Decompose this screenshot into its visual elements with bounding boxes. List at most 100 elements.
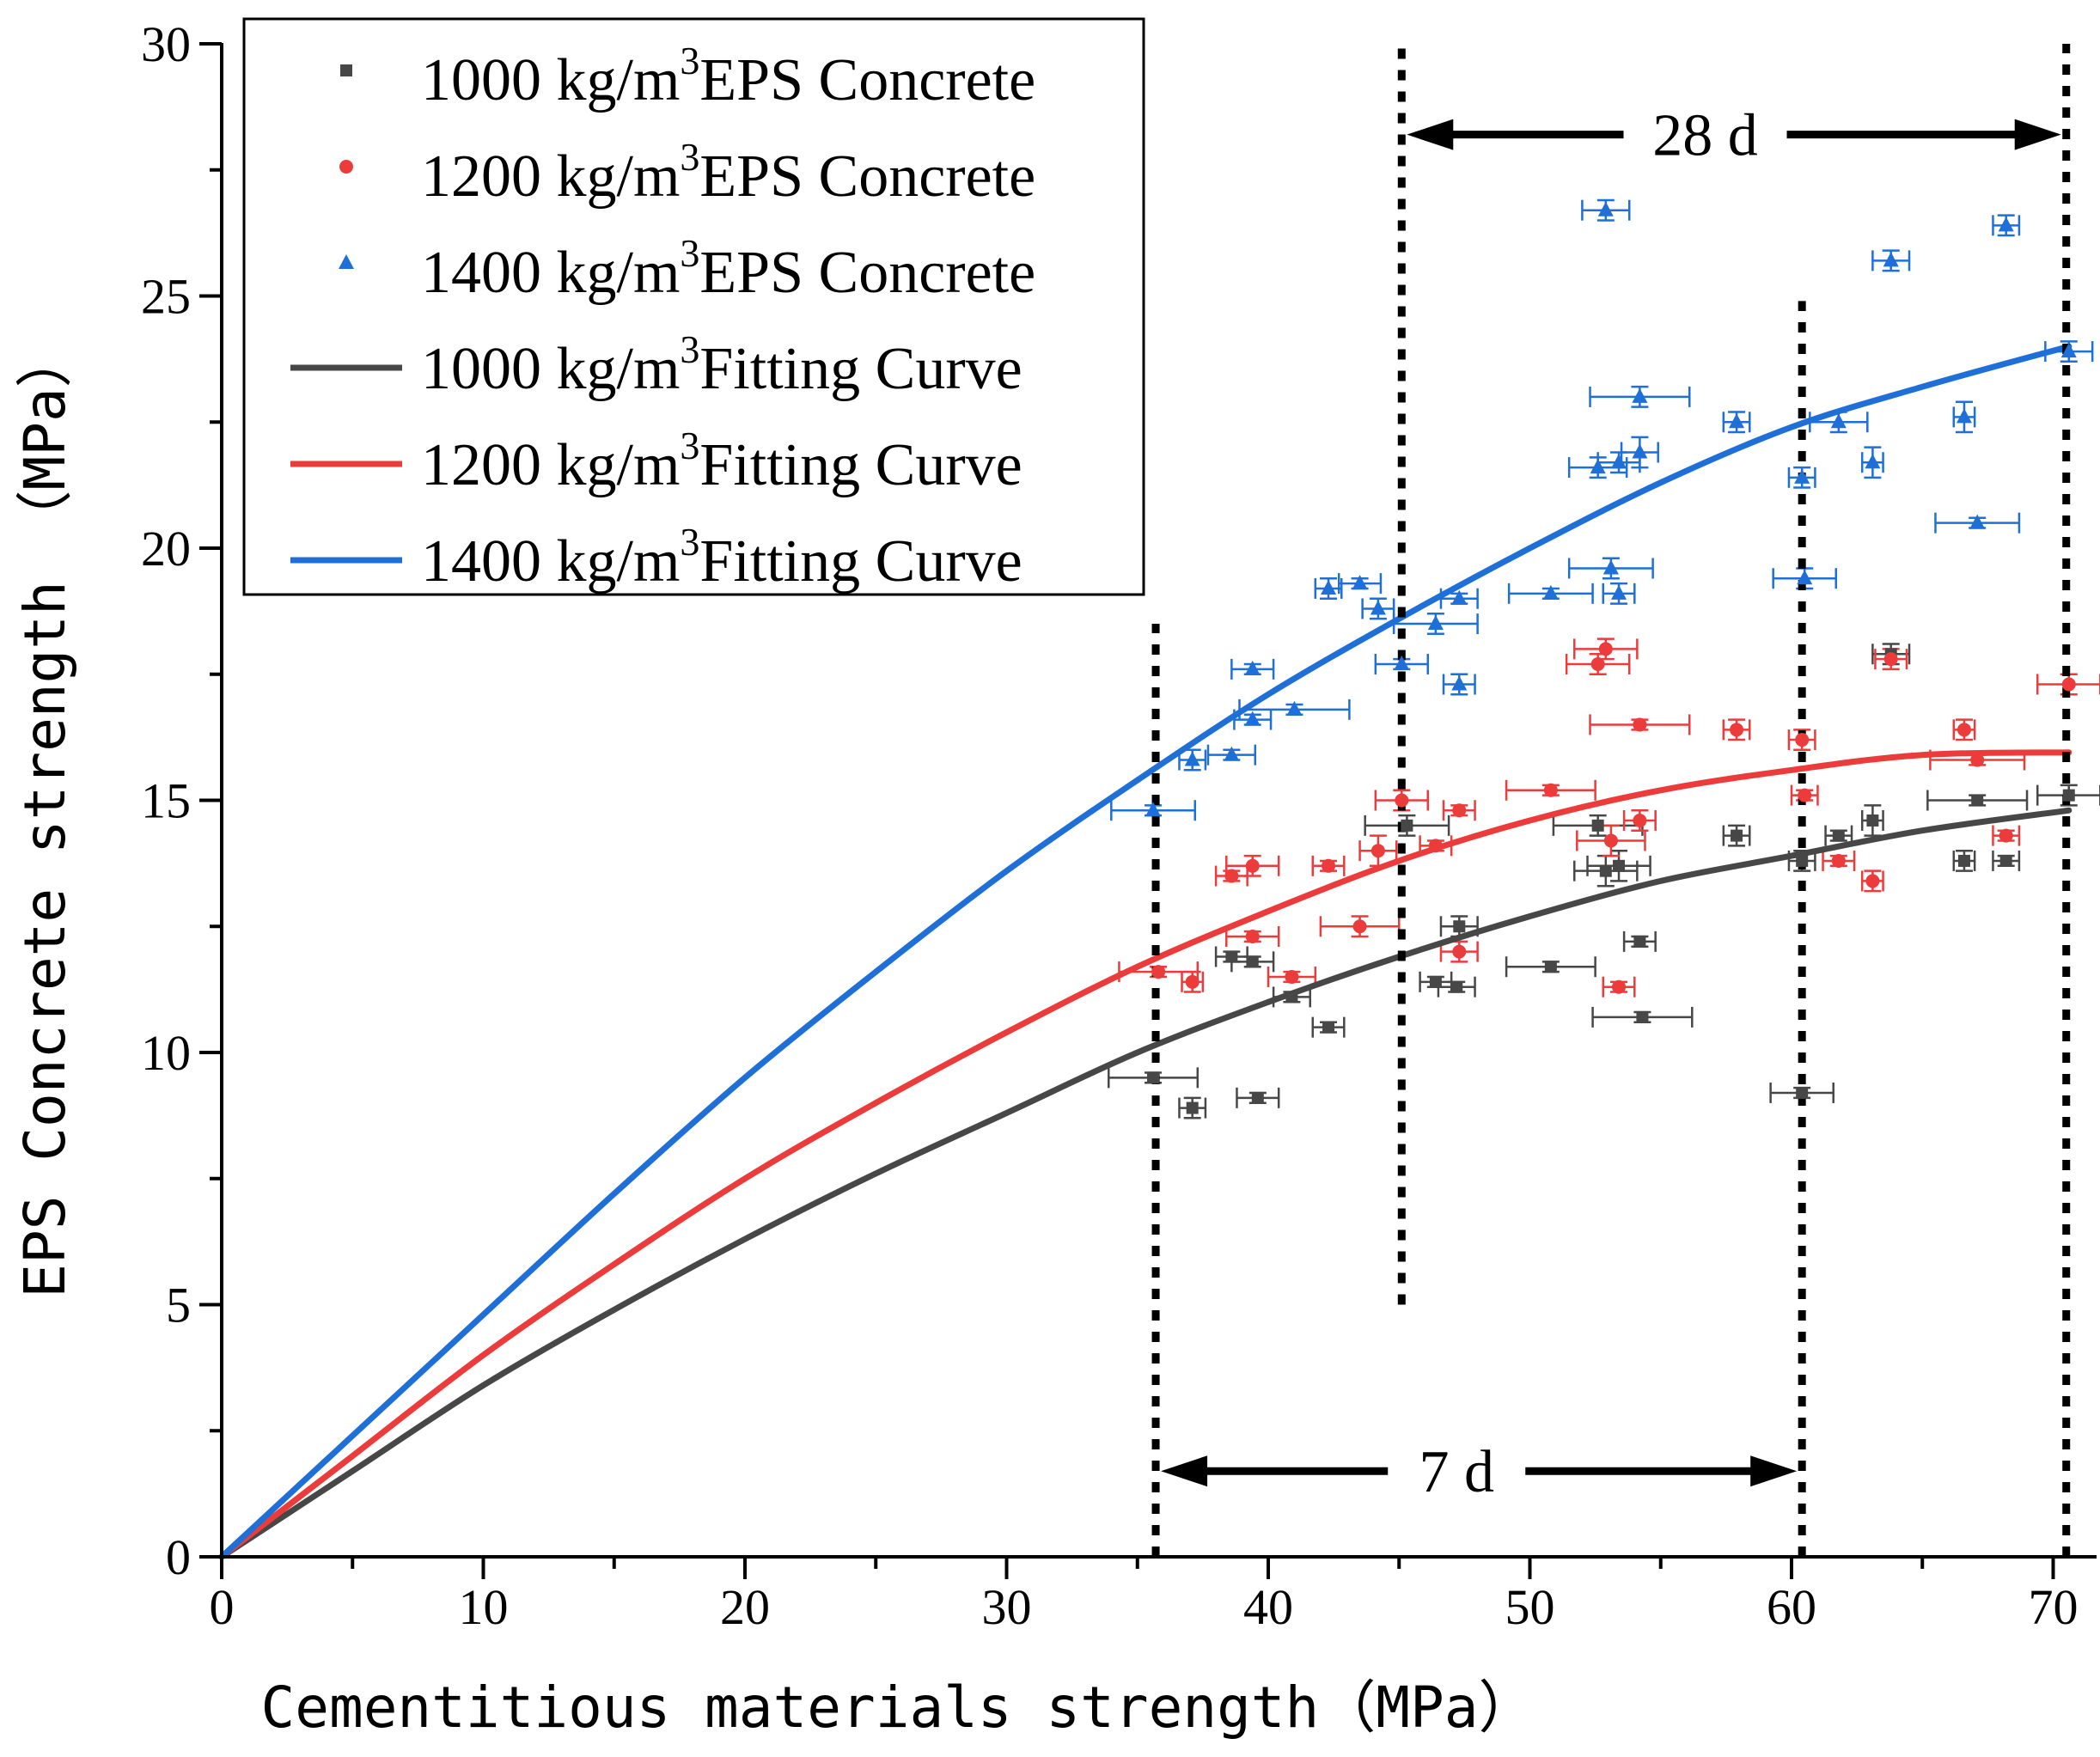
- y-tick-label: 10: [141, 1025, 191, 1081]
- fitting-curve-1400: [218, 343, 2073, 1560]
- annotation-label: 28 d: [1652, 103, 1758, 169]
- legend-label: 1000 kg/m3EPS Concrete: [421, 39, 1035, 113]
- point-1200: [1452, 803, 1467, 818]
- y-tick-label: 20: [141, 521, 191, 577]
- point-1200: [1590, 657, 1605, 672]
- annotations: 7 d 28 d: [1161, 103, 2061, 1505]
- point-1000: [1186, 1101, 1199, 1114]
- point-1000: [1599, 864, 1612, 877]
- error-bar-1200: [1952, 718, 1976, 741]
- point-1000: [1999, 854, 2012, 867]
- axes: [199, 42, 2097, 1579]
- point-1400: [1451, 675, 1468, 691]
- point-1400: [1590, 459, 1606, 474]
- arrow-head-left: [1407, 119, 1454, 150]
- point-1000: [1866, 814, 1879, 827]
- point-1400: [1956, 408, 1972, 424]
- point-1200: [1999, 828, 2013, 843]
- point-1200: [1245, 858, 1260, 873]
- point-1200: [1428, 839, 1443, 853]
- point-1000: [1453, 920, 1466, 933]
- point-1000: [1633, 935, 1646, 948]
- point-1000: [1544, 961, 1557, 973]
- point-1000: [1225, 950, 1238, 963]
- error-bar-1000: [1364, 814, 1450, 837]
- point-1200: [1603, 833, 1618, 848]
- point-1400: [1370, 600, 1386, 615]
- point-1000: [1796, 854, 1809, 867]
- y-tick-label: 30: [141, 16, 191, 72]
- legend-label-suffix: EPS Concrete: [699, 143, 1035, 210]
- legend-label-suffix: EPS Concrete: [699, 47, 1035, 113]
- point-1200: [1224, 869, 1239, 883]
- point-1400: [1244, 660, 1261, 675]
- point-1400: [1602, 559, 1619, 575]
- legend-label-sup: 3: [680, 135, 699, 179]
- point-1000: [1322, 1021, 1335, 1034]
- arrow-head-right: [1750, 1455, 1798, 1487]
- point-1000: [1957, 854, 1970, 867]
- point-1000: [1251, 1091, 1264, 1104]
- point-1200: [1245, 929, 1260, 943]
- legend-label: 1400 kg/m3EPS Concrete: [421, 231, 1035, 306]
- fitting-curve-1000: [218, 807, 2073, 1560]
- point-1200: [2061, 677, 2076, 692]
- point-1000: [1971, 794, 1984, 807]
- arrow-head-left: [1161, 1455, 1208, 1487]
- fitting-curve-1200: [218, 749, 2073, 1560]
- point-1400: [1145, 802, 1162, 817]
- point-1400: [1998, 217, 2014, 232]
- point-1000: [1401, 819, 1413, 832]
- point-1200: [1543, 783, 1558, 797]
- legend-label-sup: 3: [680, 520, 699, 564]
- legend-label-sup: 3: [680, 39, 699, 82]
- point-1400: [1632, 387, 1648, 403]
- y-tick-label: 5: [166, 1278, 191, 1333]
- y-tick-label: 0: [166, 1529, 191, 1585]
- point-1200: [1633, 813, 1647, 827]
- point-1200: [1957, 723, 1971, 737]
- legend-marker-1200: [339, 160, 353, 174]
- point-1400: [1542, 584, 1559, 600]
- x-tick-label: 0: [210, 1579, 235, 1635]
- legend-label: 1200 kg/m3Fitting Curve: [421, 424, 1023, 498]
- point-1000: [1429, 975, 1442, 988]
- x-tick-label: 40: [1243, 1579, 1293, 1635]
- legend-label-main: 1200 kg/m: [421, 432, 680, 498]
- point-1000: [1591, 819, 1604, 832]
- legend-label: 1200 kg/m3EPS Concrete: [421, 135, 1035, 210]
- point-1400: [1794, 468, 1810, 484]
- legend-label-main: 1400 kg/m: [421, 240, 680, 306]
- legend-label: 1000 kg/m3Fitting Curve: [421, 327, 1023, 402]
- x-axis-title: Cementitious materials strength（MPa）: [260, 1675, 1535, 1741]
- point-1200: [1970, 753, 1985, 767]
- point-1000: [1636, 1010, 1649, 1023]
- error-bar-1000: [1722, 824, 1751, 847]
- point-1000: [1246, 955, 1259, 968]
- point-1400: [1632, 443, 1648, 459]
- point-1400: [2060, 343, 2077, 358]
- point-1200: [1730, 723, 1744, 737]
- y-tick-label: 25: [141, 269, 191, 325]
- tick-labels: 0 10 20 30 40 50 60 70 0 5 10 15 20 25 30: [141, 16, 2079, 1635]
- point-1400: [1451, 589, 1468, 605]
- point-1400: [1969, 514, 1986, 529]
- point-1400: [1830, 413, 1847, 429]
- legend-label-suffix: EPS Concrete: [699, 240, 1035, 306]
- legend-label-suffix: Fitting Curve: [699, 432, 1022, 498]
- legend-label-sup: 3: [680, 424, 699, 467]
- point-1400: [1611, 584, 1627, 600]
- point-1000: [1731, 829, 1743, 842]
- point-1400: [1394, 656, 1410, 671]
- legend-box: [242, 17, 1145, 596]
- point-1400: [1865, 454, 1881, 469]
- fitting-curves: [218, 343, 2073, 1560]
- point-1000: [1147, 1071, 1160, 1084]
- point-1000: [1285, 991, 1298, 1004]
- point-1400: [1883, 252, 1899, 267]
- point-1200: [1612, 979, 1627, 994]
- legend-marker-1400: [339, 254, 354, 269]
- point-1400: [1352, 575, 1368, 590]
